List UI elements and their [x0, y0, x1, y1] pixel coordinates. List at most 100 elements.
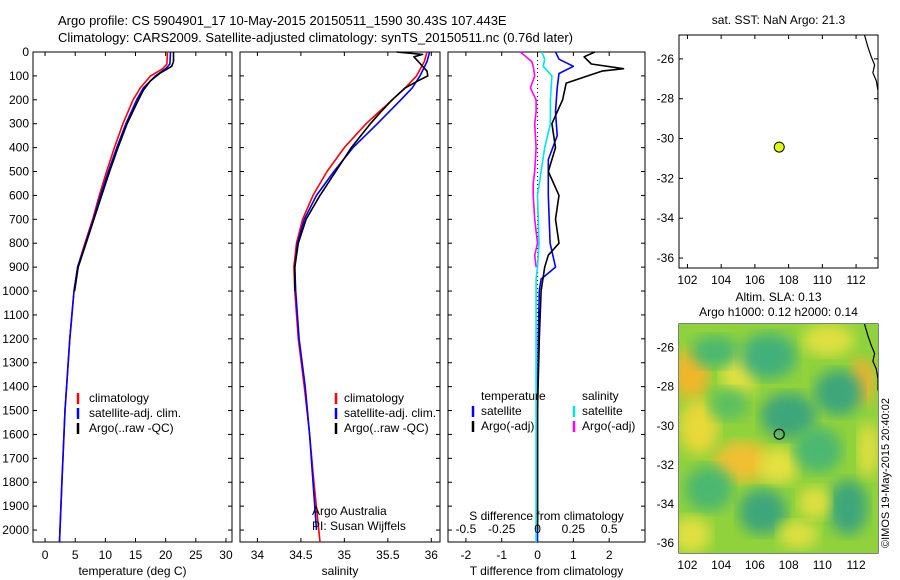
- temperature-ytick-label: 1400: [2, 380, 29, 394]
- temperature-ytick-label: 700: [9, 212, 29, 226]
- temperature-ytick-label: 1300: [2, 356, 29, 370]
- salinity-legend-label: Argo(..raw -QC): [344, 421, 429, 435]
- difference-series-2: [535, 51, 553, 542]
- sla-heatmap-cell: [802, 324, 855, 357]
- temperature-legend-label: Argo(..raw -QC): [89, 421, 174, 435]
- difference-legend-label: satellite: [582, 404, 623, 418]
- temperature-xtick-label: 25: [189, 548, 203, 562]
- sla-heatmap-cell: [760, 392, 817, 439]
- temperature-legend-label: climatology: [89, 391, 149, 405]
- sla-argo-marker: [773, 428, 785, 440]
- sla-map-ytick-label: -28: [657, 380, 675, 394]
- difference-xtick-label: -1: [496, 548, 507, 562]
- difference-frame: [447, 51, 646, 543]
- sla-heatmap-cell: [814, 369, 863, 416]
- sst-map-ytick-label: -26: [657, 52, 675, 66]
- temperature-ytick-label: 1200: [2, 332, 29, 346]
- sst-argo-marker: [773, 141, 785, 153]
- sla-map-xtick-label: 104: [711, 558, 731, 572]
- sla-map-ytick-label: -32: [657, 458, 675, 472]
- salinity-legend-label: satellite-adj. clim.: [344, 406, 436, 420]
- temperature-series-satellite: [58, 51, 172, 543]
- temperature-legend-label: satellite-adj. clim.: [89, 406, 181, 420]
- difference-legend-salinity: salinity: [582, 389, 619, 403]
- sst-map-title: sat. SST: NaN Argo: 21.3: [712, 13, 846, 27]
- climatology-title: Climatology: CARS2009. Satellite-adjuste…: [58, 30, 573, 45]
- difference-s-tick-label: -0.5: [456, 522, 477, 536]
- difference-s-label: S difference from climatology: [469, 509, 624, 523]
- difference-xtick-label: 1: [570, 548, 577, 562]
- sla-heatmap-cell: [714, 440, 771, 483]
- temperature-ytick-label: 1500: [2, 404, 29, 418]
- salinity-series-argo: [294, 51, 429, 291]
- salinity-series-satellite: [294, 51, 431, 531]
- temperature-xtick-label: 5: [72, 548, 79, 562]
- salinity-frame: [239, 51, 441, 543]
- sla-map-ytick-label: -30: [657, 419, 675, 433]
- sst-map-xtick-label: 112: [847, 273, 866, 287]
- temperature-frame: [32, 51, 233, 543]
- sla-heatmap: [679, 324, 878, 553]
- salinity-xtick-label: 35.5: [376, 548, 400, 562]
- sst-map-ytick-label: -34: [657, 211, 675, 225]
- salinity-xtick-label: 35: [338, 548, 352, 562]
- sla-map-ytick-label: -36: [657, 536, 675, 550]
- sla-heatmap-cell: [679, 399, 719, 455]
- temperature-ytick-label: 100: [9, 69, 29, 83]
- sla-map-subtitle: Argo h1000: 0.12 h2000: 0.14: [699, 305, 858, 319]
- sst-map-xtick-label: 102: [677, 273, 697, 287]
- sst-map-xtick-label: 106: [745, 273, 765, 287]
- temperature-series-climatology: [58, 51, 169, 543]
- sst-map-ytick-label: -32: [657, 171, 675, 185]
- temperature-ytick-label: 0: [22, 45, 29, 59]
- difference-s-tick-label: 0: [534, 522, 541, 536]
- sla-map-title: Altim. SLA: 0.13: [735, 290, 821, 304]
- sla-heatmap-cell: [740, 333, 797, 379]
- temperature-xtick-label: 30: [219, 548, 233, 562]
- temperature-ytick-label: 900: [9, 260, 29, 274]
- temperature-ytick-label: 500: [9, 165, 29, 179]
- sst-map-xtick-label: 108: [779, 273, 799, 287]
- temperature-xtick-label: 10: [99, 548, 113, 562]
- sla-map-xtick-label: 102: [677, 558, 697, 572]
- profile-title: Argo profile: CS 5904901_17 10-May-2015 …: [58, 13, 507, 28]
- sst-map-ytick-label: -28: [657, 92, 675, 106]
- temperature-xtick-label: 20: [159, 548, 173, 562]
- salinity-annotation: PI: Susan Wijffels: [312, 519, 406, 533]
- difference-xtick-label: -2: [461, 548, 472, 562]
- sst-map-xtick-label: 104: [711, 273, 731, 287]
- salinity-annotation: Argo Australia: [312, 504, 387, 518]
- temperature-xtick-label: 15: [129, 548, 143, 562]
- difference-xtick-label: 2: [606, 548, 613, 562]
- difference-series-1: [536, 51, 625, 530]
- difference-legend-label: Argo(-adj): [481, 419, 534, 433]
- sla-heatmap-cell: [684, 465, 733, 512]
- sla-map-ytick-label: -26: [657, 340, 675, 354]
- sla-map-xtick-label: 112: [847, 558, 866, 572]
- salinity-xlabel: salinity: [322, 564, 359, 578]
- salinity-series-climatology: [293, 51, 428, 543]
- sla-heatmap-cell: [708, 388, 749, 421]
- sst-coastline: [863, 35, 878, 103]
- temperature-ytick-label: 600: [9, 188, 29, 202]
- sla-heatmap-cell: [690, 335, 739, 368]
- sst-map-ytick-label: -30: [657, 132, 675, 146]
- sst-map-frame: [678, 34, 879, 269]
- difference-legend-label: satellite: [481, 404, 522, 418]
- sla-map-ytick-label: -34: [657, 497, 675, 511]
- sla-map-xtick-label: 108: [779, 558, 799, 572]
- temperature-ytick-label: 800: [9, 236, 29, 250]
- sla-heatmap-cell: [828, 479, 869, 535]
- sla-heatmap-cell: [738, 488, 787, 535]
- temperature-ytick-label: 1700: [2, 451, 29, 465]
- temperature-xtick-label: 0: [42, 548, 49, 562]
- temperature-ytick-label: 1000: [2, 284, 29, 298]
- difference-xtick-label: 0: [534, 548, 541, 562]
- sla-map-xtick-label: 110: [813, 558, 832, 572]
- temperature-ytick-label: 1800: [2, 475, 29, 489]
- temperature-ytick-label: 300: [9, 117, 29, 131]
- difference-series-0: [536, 51, 575, 542]
- temperature-ytick-label: 1600: [2, 427, 29, 441]
- sla-heatmap-cell: [758, 447, 799, 485]
